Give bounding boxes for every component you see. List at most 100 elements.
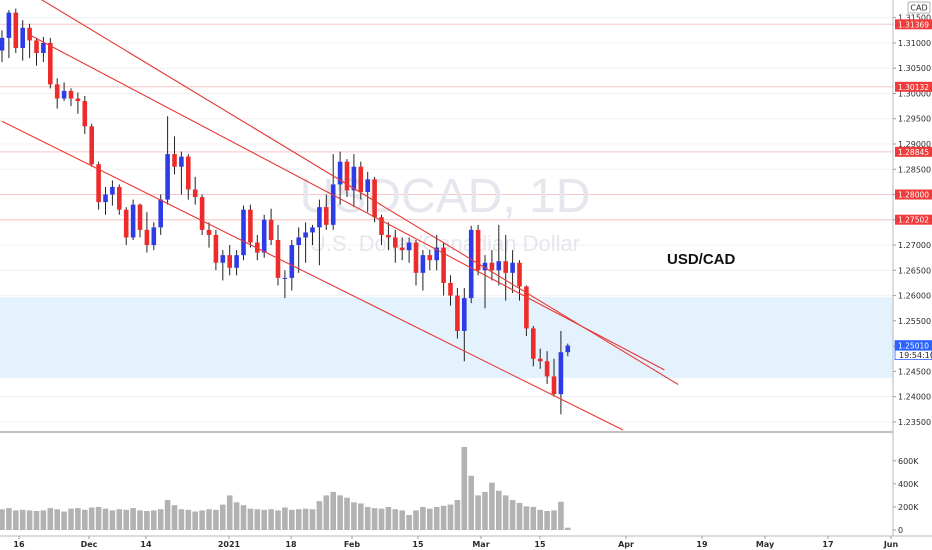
volume-bar (75, 508, 81, 530)
price-tick-label: 1.25500 (898, 317, 931, 326)
candle-body (475, 229, 481, 271)
candle-body (531, 328, 536, 359)
candle-body (365, 179, 370, 192)
candle-body (110, 186, 115, 195)
volume-bar (302, 508, 309, 530)
channel-line-middle (29, 34, 665, 371)
candle-body (27, 27, 32, 41)
candle-body (130, 204, 136, 238)
candle-body (117, 186, 122, 210)
candle-body (192, 189, 198, 198)
volume-bar (289, 509, 295, 530)
candle-body (282, 277, 288, 279)
candle-body (227, 255, 232, 268)
candle-body (496, 261, 502, 271)
candle-body (144, 229, 150, 246)
candle-body (137, 204, 143, 230)
volume-bar (68, 508, 74, 530)
candle-body (393, 237, 398, 248)
volume-bar (247, 508, 254, 530)
volume-bar (461, 446, 468, 530)
candle-body (34, 40, 39, 54)
level-box (895, 146, 932, 157)
volume-bar (392, 509, 399, 530)
volume-bar (13, 510, 19, 530)
candle-body (406, 242, 412, 251)
candle-body (48, 42, 53, 85)
candle-body (386, 234, 391, 238)
volume-tick-label: 200K (898, 503, 919, 512)
volume-bar (427, 508, 433, 530)
volume-bar (454, 500, 461, 530)
volume-tick-label: 400K (898, 480, 919, 489)
volume-bar (351, 502, 357, 530)
volume-bar (316, 501, 323, 530)
candle-body (372, 179, 377, 218)
price-tick-label: 1.31000 (898, 39, 931, 48)
time-tick-label: 18 (285, 540, 297, 549)
currency-badge: CAD (907, 1, 931, 14)
volume-bar (226, 495, 233, 530)
trend-channel (1, 0, 679, 431)
level-label: 1.28000 (898, 191, 929, 200)
time-tick-label: Dec (81, 540, 98, 549)
price-tick-label: 1.28500 (898, 165, 931, 174)
volume-bar (0, 509, 5, 530)
candle-body (358, 166, 364, 192)
candle-body (330, 184, 336, 225)
candle-body (510, 262, 515, 273)
volume-bar (199, 510, 205, 530)
time-axis[interactable]: 16 Dec 14 2021 18 Feb 15 Mar 15 Apr 19 May 17 Jun (13, 536, 898, 549)
candle-body (20, 27, 25, 48)
volume-bar (344, 497, 350, 530)
countdown: 19:54:10 (899, 351, 932, 360)
volume-bar (399, 510, 405, 530)
candle-body (344, 161, 350, 191)
volume-bar (178, 509, 185, 530)
time-tick-label: 14 (140, 540, 152, 549)
candle-body (544, 361, 550, 377)
pair-annotation: USD/CAD (667, 251, 736, 268)
volume-bar (468, 475, 474, 530)
price-tick-label: 1.26000 (898, 292, 931, 301)
volume-bar (171, 505, 178, 530)
volume-bar (123, 509, 129, 530)
candle-body (482, 262, 488, 271)
candle-body (13, 12, 19, 49)
time-tick-label: 2021 (218, 540, 241, 549)
volume-bar (537, 509, 543, 530)
candle-body (468, 229, 474, 299)
candle-body (234, 255, 239, 268)
candle-body (489, 262, 495, 271)
volume-bar (413, 510, 419, 530)
level-labels: 1.31369 1.30132 1.28845 1.28000 1.27502 (895, 19, 932, 225)
svg-text:CAD: CAD (910, 4, 927, 13)
last-price-fill (895, 340, 932, 351)
candle-body (565, 345, 571, 353)
volume-bar (33, 510, 40, 530)
time-tick-label: Jun (883, 540, 899, 549)
volume-bar (358, 503, 364, 530)
volume-bar (509, 500, 516, 530)
volume-bar (137, 510, 143, 530)
time-tick-label: 16 (13, 540, 25, 549)
candle-body (517, 262, 522, 287)
candle-body (179, 156, 184, 167)
candle-body (537, 358, 543, 362)
candle-body (324, 207, 329, 225)
channel-line-upper (41, 0, 679, 385)
volume-bar (268, 509, 274, 530)
volume-bar (40, 510, 47, 530)
volume-bar (309, 509, 316, 530)
time-tick-label: 15 (412, 540, 424, 549)
volume-bar (116, 509, 123, 530)
candle-body (123, 209, 129, 238)
time-tick-label: 19 (696, 540, 708, 549)
volume-bar (151, 510, 157, 530)
volume-bar (323, 495, 330, 530)
volume-bars (0, 446, 571, 530)
volume-bar (240, 505, 247, 530)
candle-body (96, 164, 101, 203)
candle-body (399, 247, 405, 251)
